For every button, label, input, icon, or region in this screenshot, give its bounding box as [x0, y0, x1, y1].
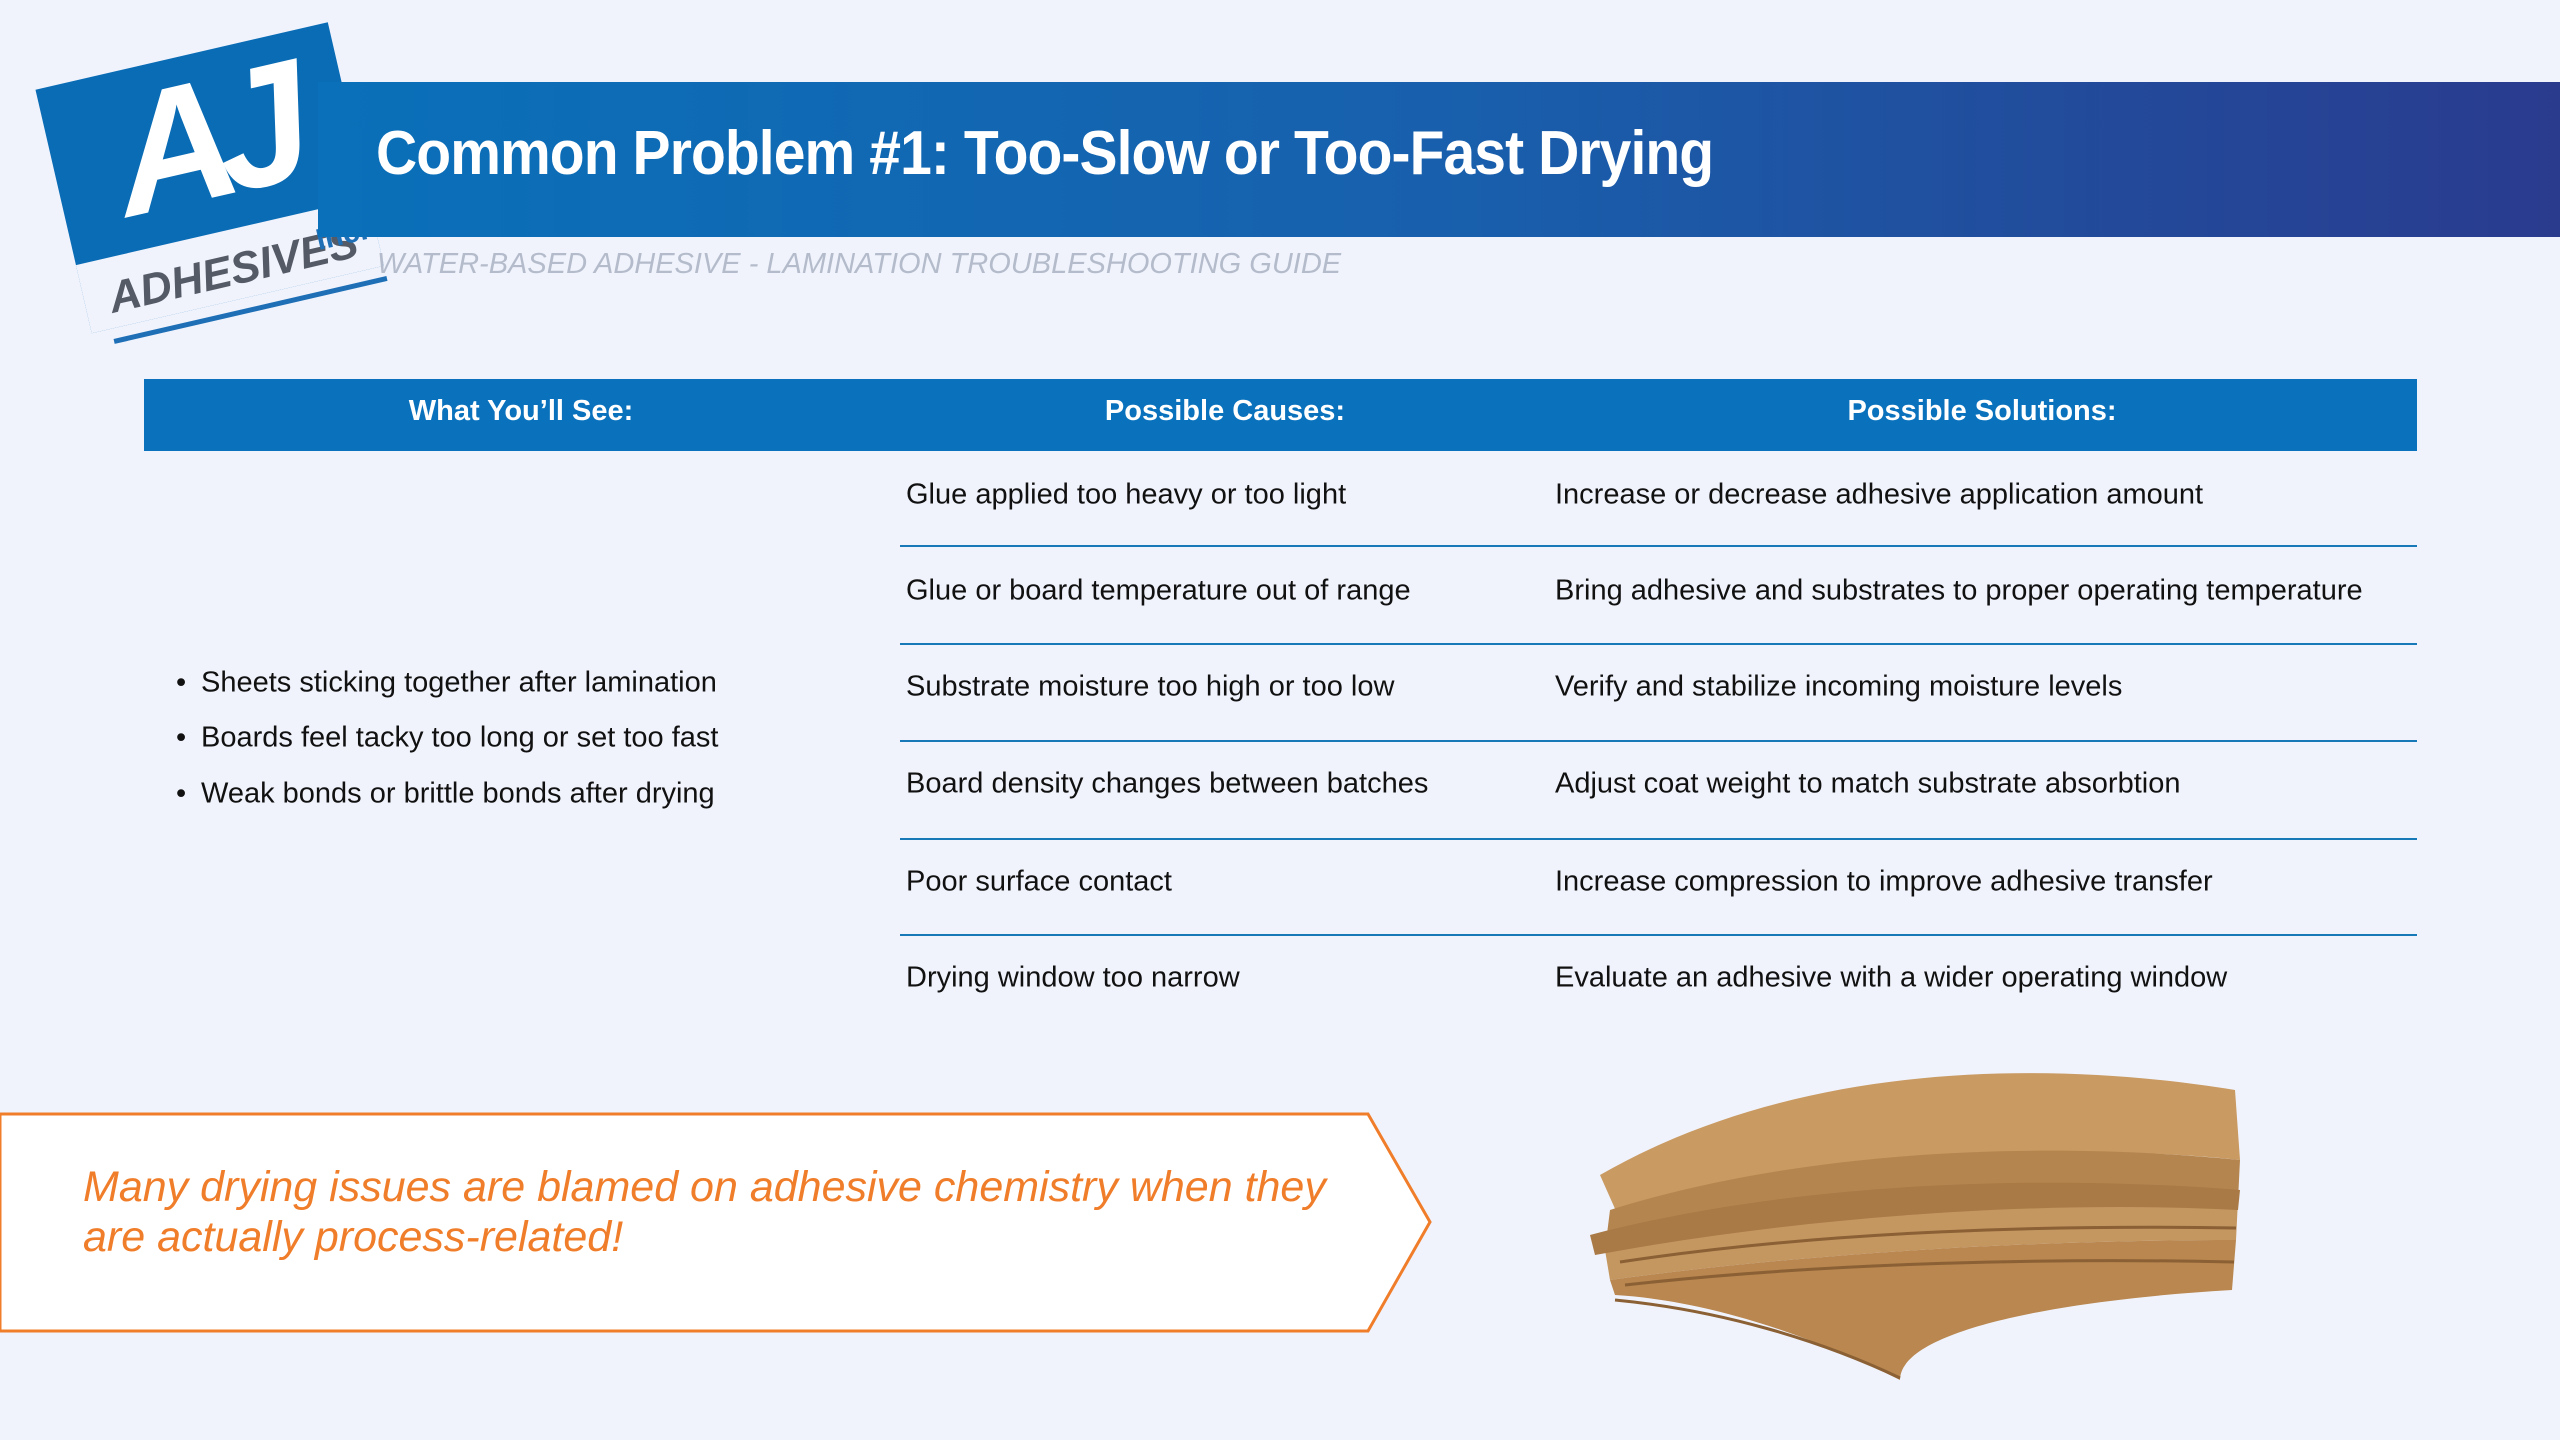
column-header: Possible Causes: — [1104, 395, 1346, 427]
solution: Verify and stabilize incoming moisture l… — [1555, 670, 2123, 703]
solution: Increase compression to improve adhesive… — [1555, 865, 2213, 898]
bullet-dot: • — [176, 721, 187, 754]
solution: Increase or decrease adhesive applicatio… — [1555, 478, 2204, 511]
logo-rule — [113, 276, 388, 344]
symptom: Weak bonds or brittle bonds after drying — [201, 777, 715, 810]
bullet-dot: • — [176, 666, 187, 699]
cause: Glue applied too heavy or too light — [906, 478, 1347, 511]
row-divider — [900, 934, 2417, 936]
cause: Poor surface contact — [906, 865, 1172, 898]
cause: Substrate moisture too high or too low — [906, 670, 1395, 703]
cause: Drying window too narrow — [906, 961, 1240, 994]
bullet-dot: • — [176, 777, 187, 810]
row-divider — [900, 838, 2417, 840]
symptom: Sheets sticking together after laminatio… — [201, 666, 717, 699]
column-header: Possible Solutions: — [1847, 395, 2117, 427]
callout-text: Many drying issues are blamed on adhesiv… — [83, 1163, 1326, 1261]
cause: Glue or board temperature out of range — [906, 574, 1411, 607]
callout-box — [0, 1112, 1432, 1333]
table-header — [144, 379, 2417, 451]
solution: Bring adhesive and substrates to proper … — [1555, 574, 2363, 607]
row-divider — [900, 545, 2417, 547]
row-divider — [900, 643, 2417, 645]
subtitle: WATER-BASED ADHESIVE - LAMINATION TROUBL… — [377, 248, 1342, 280]
row-divider — [900, 740, 2417, 742]
symptom: Boards feel tacky too long or set too fa… — [201, 721, 719, 754]
solution: Adjust coat weight to match substrate ab… — [1555, 767, 2181, 800]
cause: Board density changes between batches — [906, 767, 1429, 800]
header-band — [318, 82, 2560, 237]
logo-strip — [75, 197, 385, 334]
column-header: What You’ll See: — [408, 395, 634, 427]
title: Common Problem #1: Too-Slow or Too-Fast … — [376, 119, 1714, 188]
solution: Evaluate an adhesive with a wider operat… — [1555, 961, 2228, 994]
cardboard-image — [1590, 1073, 2240, 1380]
